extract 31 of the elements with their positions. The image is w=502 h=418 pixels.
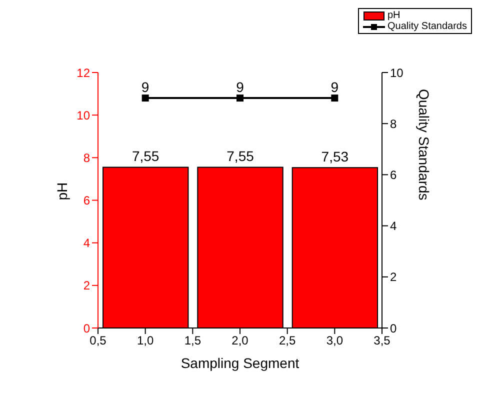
data-label: 7,53 — [321, 148, 349, 165]
data-label: 7,55 — [132, 148, 160, 164]
x-tick-label: 2,5 — [278, 334, 296, 348]
data-label: 9 — [236, 79, 244, 96]
x-tick-label: 3,0 — [326, 334, 344, 348]
data-label: 7,55 — [226, 148, 254, 164]
y2-tick-label: 4 — [390, 219, 397, 234]
y-tick-label: 10 — [76, 108, 90, 122]
x-tick-label: 2,0 — [232, 334, 249, 348]
legend-label: Quality Standards — [388, 21, 467, 32]
y-tick-label: 6 — [83, 194, 90, 208]
y2-tick-label: 0 — [390, 321, 397, 336]
x-tick-label: 1,0 — [136, 334, 154, 348]
x-axis-title: Sampling Segment — [180, 355, 300, 371]
x-tick-label: 3,5 — [374, 334, 391, 348]
x-tick-label: 0,5 — [90, 334, 107, 348]
data-label: 9 — [141, 79, 150, 96]
y2-tick-label: 8 — [390, 116, 397, 131]
y-tick-label: 12 — [76, 66, 90, 80]
y-tick-label: 4 — [83, 236, 90, 250]
y-tick-label: 0 — [83, 321, 90, 336]
data-label: 9 — [330, 79, 339, 96]
y-tick-label: 8 — [83, 150, 90, 165]
y-tick-label: 2 — [83, 278, 90, 293]
y2-tick-label: 6 — [390, 168, 397, 182]
legend-label: pH — [388, 10, 400, 21]
y2-tick-label: 2 — [390, 270, 397, 284]
x-tick-label: 1,5 — [184, 334, 202, 348]
y-axis-title: pH — [54, 182, 70, 200]
y2-tick-label: 10 — [390, 66, 404, 80]
y2-axis-title: Quality Standards — [416, 88, 432, 200]
